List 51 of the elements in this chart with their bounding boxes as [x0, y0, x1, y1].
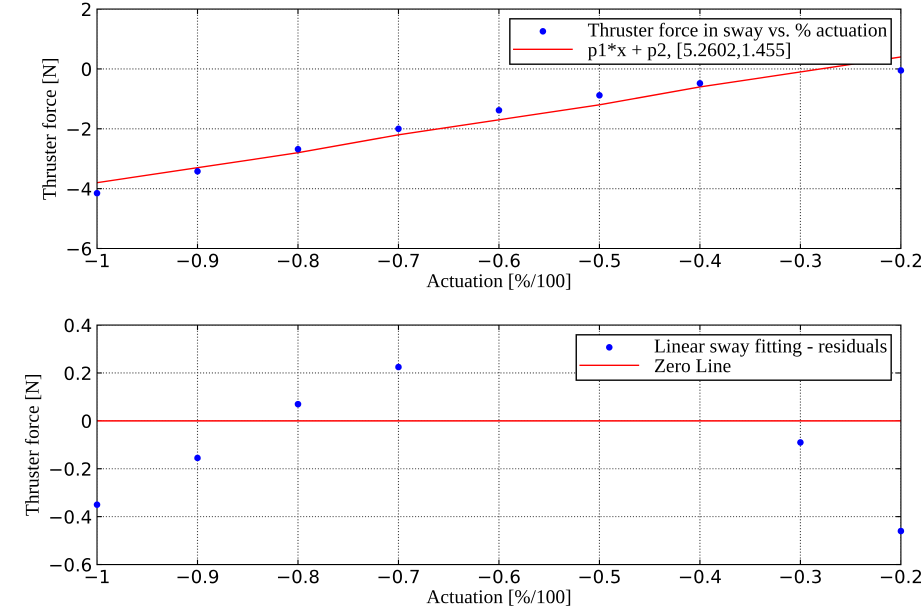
x-tick-label: −0.8 [278, 570, 319, 584]
point [797, 439, 804, 446]
point [94, 501, 100, 508]
point [395, 364, 402, 370]
point [94, 190, 100, 196]
legend-label: Linear sway fitting - residuals [654, 338, 887, 357]
point [496, 106, 502, 114]
x-tick-label: −0.8 [278, 254, 319, 268]
y-tick-label: −0.2 [50, 462, 90, 476]
x-axis-title: Actuation [%/100] [426, 590, 570, 606]
x-tick-label: −0.7 [378, 570, 419, 584]
legend-label: Zero Line [654, 359, 731, 372]
y-axis-title: Thruster force [N] [24, 374, 42, 516]
y-tick-label: 0.2 [64, 366, 90, 380]
y-tick-label: −0.4 [50, 510, 92, 524]
point [596, 92, 603, 99]
y-tick-label: 2 [82, 2, 90, 16]
y-tick-label: −0.6 [50, 558, 92, 572]
y-tick-label: 0.4 [64, 318, 92, 332]
x-tick-label: −0.5 [579, 254, 620, 268]
x-tick-label: −0.5 [579, 570, 620, 584]
y-tick-label: −2 [67, 122, 90, 136]
point [898, 528, 904, 534]
x-tick-label: −0.9 [177, 570, 218, 584]
x-axis-title: Actuation [%/100] [426, 274, 570, 290]
point [696, 80, 704, 87]
x-tick-label: −1 [86, 254, 109, 268]
point [194, 168, 201, 175]
y-tick-label: −6 [67, 242, 92, 256]
x-tick-label: −0.7 [378, 254, 419, 268]
y-tick-label: 0 [82, 62, 91, 76]
x-tick-label: −1 [86, 570, 109, 584]
x-tick-label: −0.4 [680, 254, 721, 268]
y-tick-label: 0 [82, 414, 91, 428]
x-tick-label: −0.6 [478, 570, 520, 584]
point [395, 126, 402, 132]
x-tick-label: −0.3 [780, 570, 821, 584]
x-tick-label: −0.9 [177, 254, 218, 268]
x-tick-label: −0.2 [880, 254, 922, 268]
x-tick-label: −0.2 [880, 570, 922, 584]
point [294, 146, 302, 152]
x-tick-label: −0.6 [478, 254, 520, 268]
y-tick-label: −4 [67, 182, 92, 196]
x-tick-label: −0.4 [680, 570, 721, 584]
point [898, 67, 904, 74]
legend-label: p1*x + p2, [5.2602,1.455] [588, 42, 790, 60]
x-tick-label: −0.3 [780, 254, 821, 268]
point [294, 400, 302, 408]
point [194, 454, 201, 462]
legend-label: Thruster force in sway vs. % actuation [588, 22, 887, 41]
y-axis-title: Thruster force [N] [42, 58, 58, 200]
